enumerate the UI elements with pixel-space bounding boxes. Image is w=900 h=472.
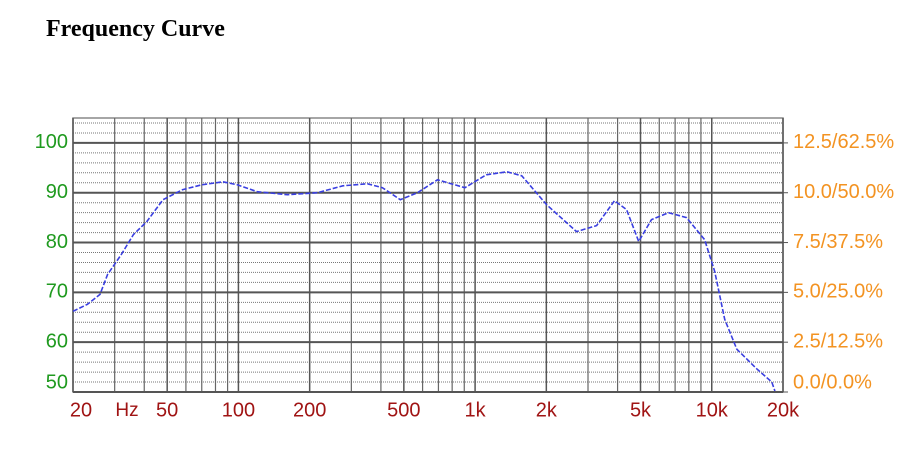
y2-tick-label: 0.0/0.0% [793, 371, 872, 393]
x-tick-label: 1k [465, 399, 487, 421]
frequency-curve [72, 170, 776, 392]
y-tick-label: 80 [46, 231, 68, 253]
y-tick-label: 70 [46, 281, 68, 303]
x-tick-label: 20 [70, 399, 92, 421]
y-tick-label: 60 [46, 330, 68, 352]
x-tick-label: 20k [767, 399, 800, 421]
chart-title: Frequency Curve [46, 16, 225, 42]
x-tick-label: 2k [536, 399, 558, 421]
x-tick-label: 5k [630, 399, 652, 421]
y-tick-label: 90 [46, 181, 68, 203]
x-tick-label: 10k [696, 399, 729, 421]
x-tick-label: 200 [293, 399, 326, 421]
y2-tick-label: 2.5/12.5% [793, 330, 883, 352]
y-tick-label: 50 [46, 371, 68, 393]
plot-area [72, 117, 784, 393]
x-tick-label: 50 [156, 399, 178, 421]
x-tick-label: 100 [222, 399, 255, 421]
y2-tick-label: 10.0/50.0% [793, 181, 894, 203]
x-axis-label: Hz [115, 400, 138, 421]
y2-tick-label: 7.5/37.5% [793, 231, 883, 253]
y-tick-label: 100 [35, 131, 68, 153]
y2-tick-label: 5.0/25.0% [793, 281, 883, 303]
y2-tick-label: 12.5/62.5% [793, 131, 894, 153]
x-tick-label: 500 [387, 399, 420, 421]
